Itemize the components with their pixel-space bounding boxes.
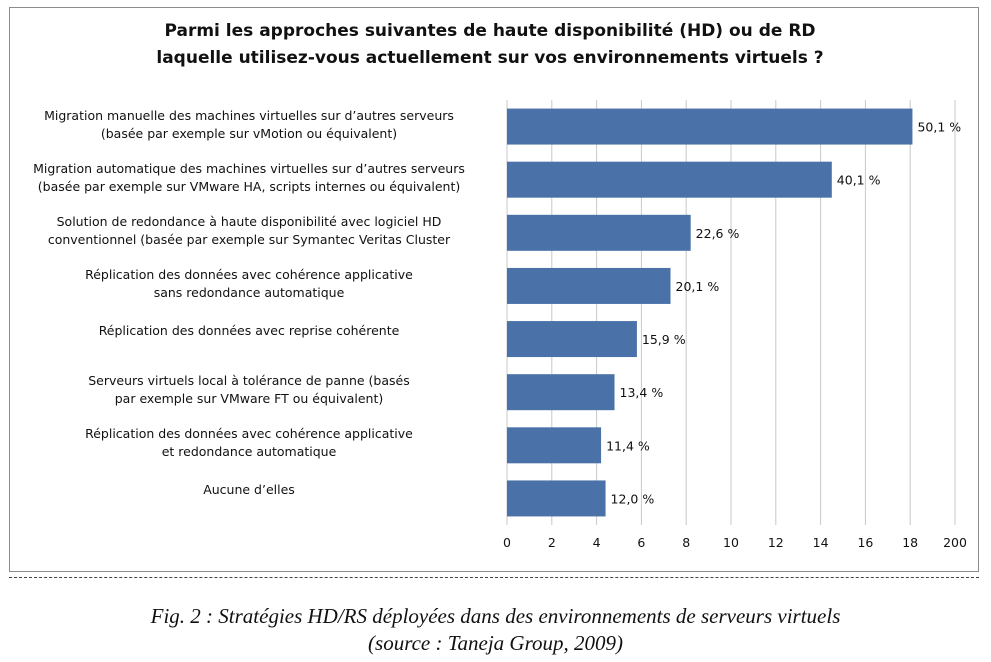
- category-label-line: par exemple sur VMware FT ou équivalent): [114, 391, 384, 407]
- chart-title: Parmi les approches suivantes de haute d…: [0, 18, 980, 72]
- data-label: 12,0 %: [611, 491, 655, 506]
- x-tick-label: 12: [768, 535, 784, 550]
- category-label: Réplication des données avec cohérence a…: [14, 266, 484, 302]
- category-label: Solution de redondance à haute disponibi…: [14, 213, 484, 249]
- bar: [507, 267, 671, 304]
- chart-frame: [9, 7, 979, 572]
- data-label: 22,6 %: [696, 226, 740, 241]
- figure-caption: Fig. 2 : Stratégies HD/RS déployées dans…: [0, 603, 991, 657]
- x-tick-label: 14: [813, 535, 829, 550]
- category-label-line: Solution de redondance à haute disponibi…: [56, 213, 442, 229]
- category-label-line: (basée par exemple sur VMware HA, script…: [37, 178, 461, 194]
- category-label-line: Migration manuelle des machines virtuell…: [44, 107, 454, 123]
- category-label-line: Réplication des données avec cohérence a…: [85, 426, 413, 442]
- x-tick-label: 10: [723, 535, 739, 550]
- bar: [507, 321, 637, 358]
- separator-rule: [9, 577, 979, 578]
- data-label: 20,1 %: [676, 279, 720, 294]
- category-label-line: Migration automatique des machines virtu…: [33, 160, 465, 176]
- category-label-line: sans redondance automatique: [153, 284, 345, 300]
- bar: [507, 161, 832, 198]
- caption-line-1: Fig. 2 : Stratégies HD/RS déployées dans…: [150, 604, 841, 628]
- category-label-line: (basée par exemple sur vMotion ou équiva…: [100, 125, 398, 141]
- data-label: 40,1 %: [837, 173, 881, 188]
- data-label: 50,1 %: [917, 120, 961, 135]
- bar: [507, 214, 691, 251]
- plot-area: 50,1 % 40,1 % 22,6 % 20,1 % 15,9 % 13,4 % 11,4…: [503, 100, 967, 550]
- bars-layer: [507, 108, 913, 517]
- category-label-line: Réplication des données avec reprise coh…: [98, 323, 400, 339]
- bar: [507, 480, 606, 517]
- x-tick-label: 4: [593, 535, 601, 550]
- category-label: Migration manuelle des machines virtuell…: [14, 107, 484, 143]
- category-label: Serveurs virtuels local à tolérance de p…: [14, 372, 484, 408]
- caption-line-2: (source : Taneja Group, 2009): [368, 631, 623, 655]
- chart-title-line-1: Parmi les approches suivantes de haute d…: [164, 21, 816, 41]
- category-label-line: Réplication des données avec cohérence a…: [85, 266, 413, 282]
- data-label: 13,4 %: [620, 385, 664, 400]
- category-label-line: Aucune d’elles: [203, 482, 295, 498]
- category-label-line: Serveurs virtuels local à tolérance de p…: [88, 373, 410, 389]
- chart-title-line-2: laquelle utilisez-vous actuellement sur …: [156, 48, 824, 68]
- x-tick-label: 18: [902, 535, 918, 550]
- x-tick-label: 16: [857, 535, 873, 550]
- data-labels-layer: 50,1 % 40,1 % 22,6 % 20,1 % 15,9 % 13,4 % 11,4…: [606, 120, 961, 507]
- category-label-line: et redondance automatique: [161, 444, 337, 460]
- bar: [507, 374, 615, 411]
- data-label: 15,9 %: [642, 332, 686, 347]
- bar: [507, 108, 913, 145]
- x-tick-label: 8: [682, 535, 690, 550]
- bar: [507, 427, 602, 464]
- category-label: Réplication des données avec reprise coh…: [14, 322, 484, 340]
- x-tick-label: 6: [637, 535, 645, 550]
- data-label: 11,4 %: [606, 438, 650, 453]
- category-label: Réplication des données avec cohérence a…: [14, 425, 484, 461]
- x-tick-label: 200: [943, 535, 967, 550]
- category-label: Aucune d’elles: [14, 481, 484, 499]
- category-label-line: conventionnel (basée par exemple sur Sym…: [47, 231, 451, 247]
- x-tick-label: 0: [503, 535, 511, 550]
- category-label: Migration automatique des machines virtu…: [14, 160, 484, 196]
- x-tick-labels-layer: 0 2 4 6 8 10 12 14 16 18 200: [503, 535, 967, 550]
- x-tick-label: 2: [548, 535, 556, 550]
